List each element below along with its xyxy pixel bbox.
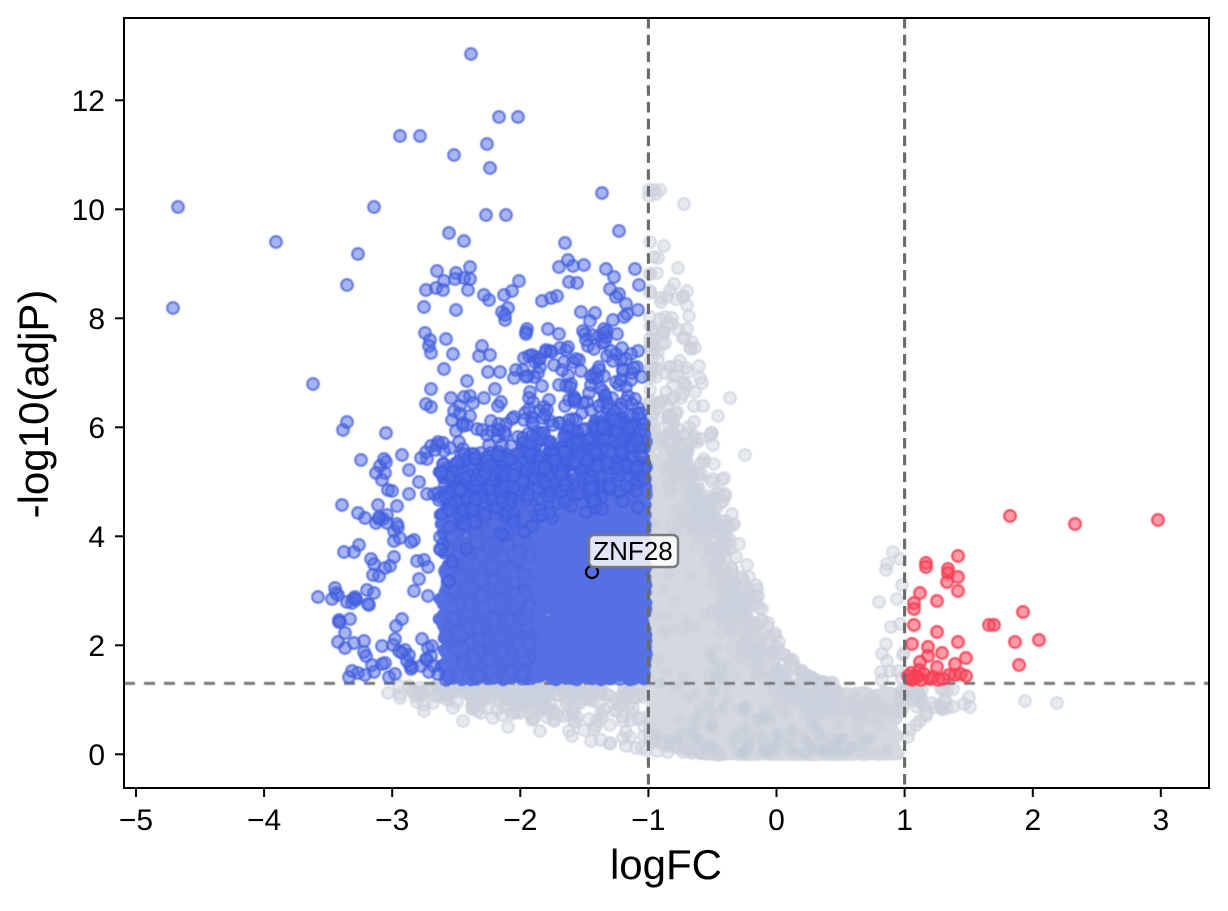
svg-text:−1: −1 — [631, 804, 665, 837]
svg-text:8: 8 — [88, 303, 105, 336]
svg-text:2: 2 — [88, 630, 105, 663]
svg-text:0: 0 — [88, 739, 105, 772]
svg-text:0: 0 — [768, 804, 785, 837]
svg-text:10: 10 — [72, 194, 105, 227]
svg-text:12: 12 — [72, 85, 105, 118]
svg-text:4: 4 — [88, 521, 105, 554]
svg-text:1: 1 — [896, 804, 913, 837]
svg-text:−5: −5 — [119, 804, 153, 837]
svg-text:−3: −3 — [375, 804, 409, 837]
svg-text:6: 6 — [88, 412, 105, 445]
svg-text:-log10(adjP): -log10(adjP) — [10, 290, 57, 519]
svg-text:−4: −4 — [247, 804, 281, 837]
svg-text:−2: −2 — [503, 804, 537, 837]
svg-text:3: 3 — [1152, 804, 1169, 837]
svg-text:2: 2 — [1024, 804, 1041, 837]
svg-text:logFC: logFC — [610, 841, 722, 888]
svg-text:ZNF28: ZNF28 — [593, 536, 672, 566]
